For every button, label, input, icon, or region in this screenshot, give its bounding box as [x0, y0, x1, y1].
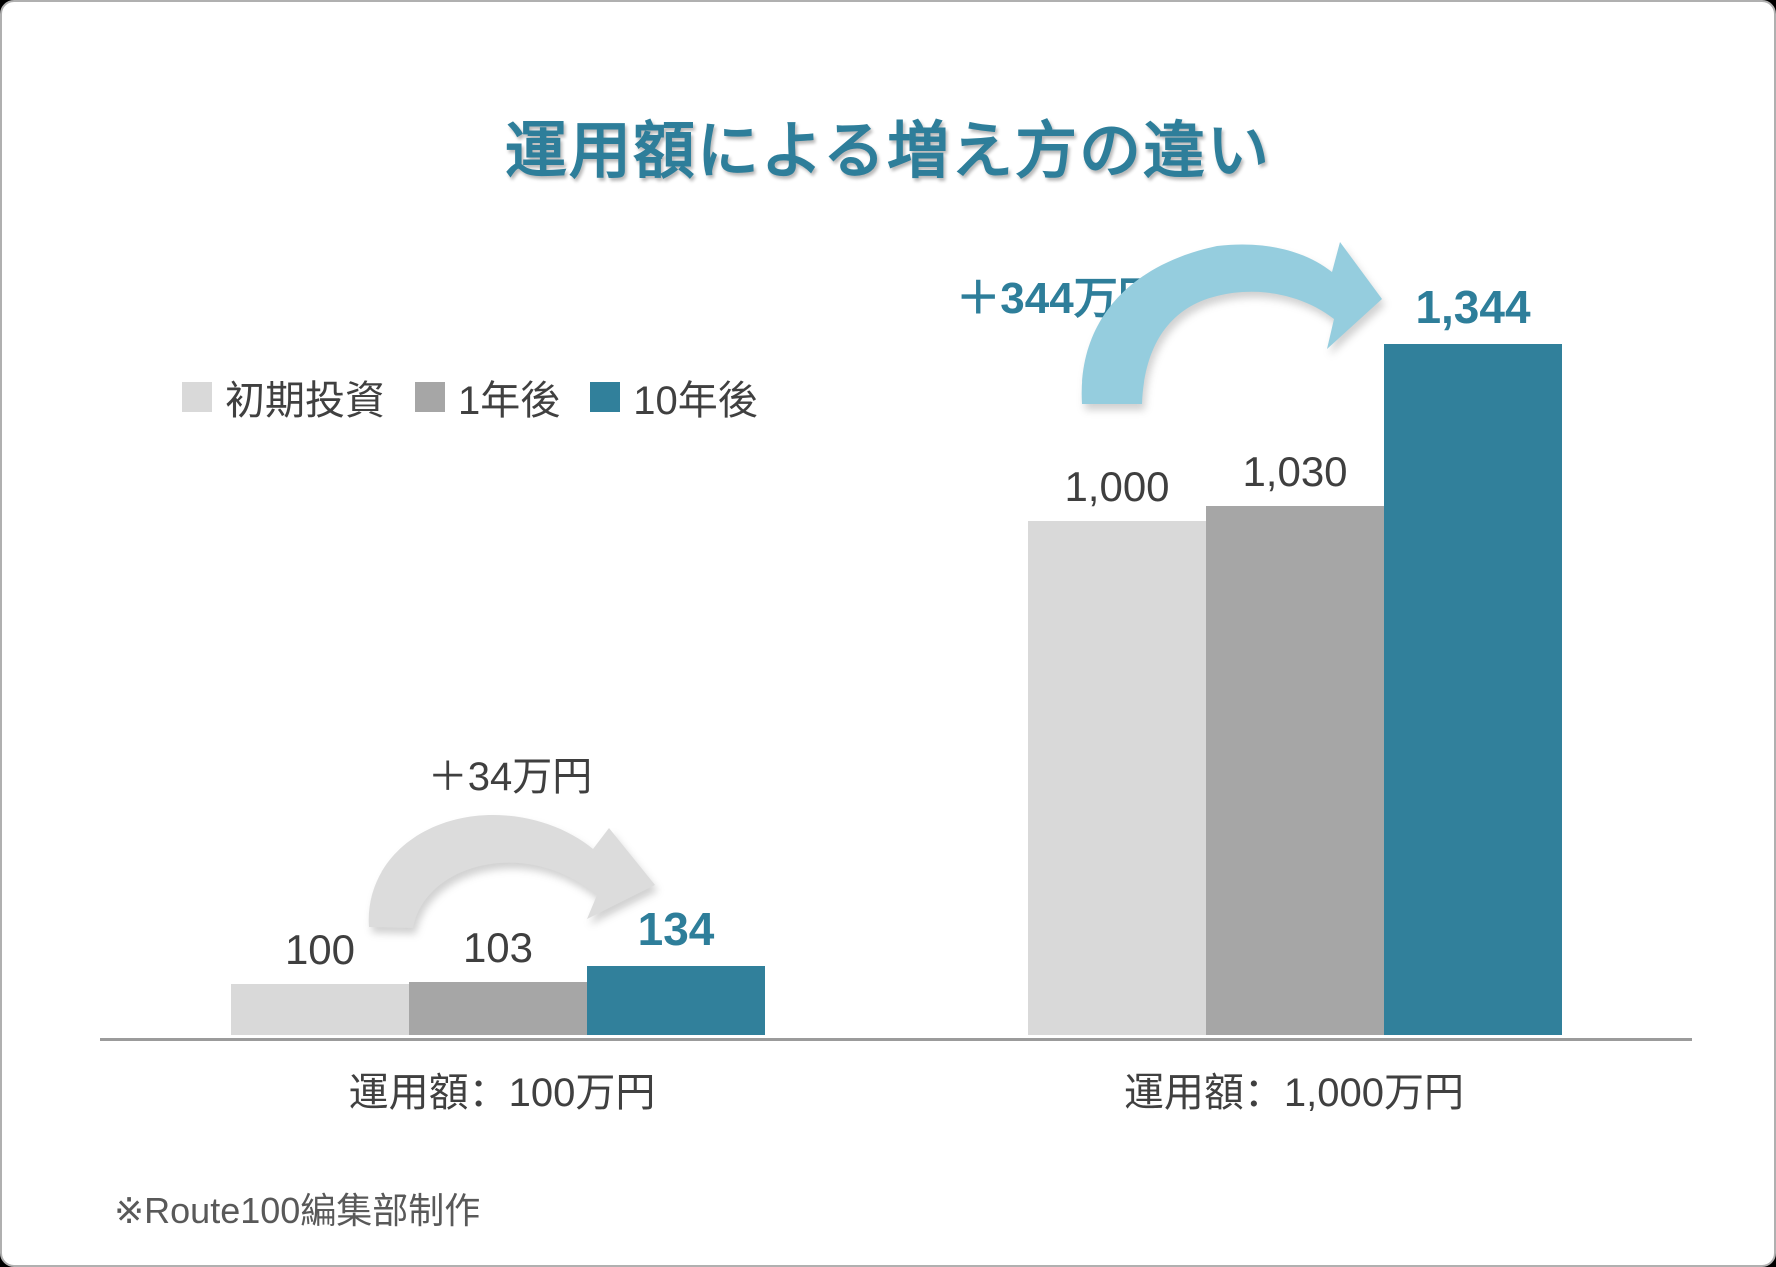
- value-label-100: 100: [284, 926, 356, 973]
- category-label-left: 運用額：100万円: [348, 1071, 656, 1115]
- legend-item-10year: 10年後: [590, 368, 758, 426]
- bar-初期投資-運用額：100万円: [231, 984, 409, 1035]
- credit-note: ※Route100編集部制作: [114, 1190, 481, 1231]
- legend-label-10year: 10年後: [633, 379, 758, 423]
- curved-arrow-icon-gray: [368, 815, 655, 928]
- bar-初期投資-運用額：1,000万円: [1028, 521, 1206, 1035]
- bar-10年後-運用額：1,000万円: [1384, 344, 1562, 1035]
- curved-arrow-icon-blue: [1081, 242, 1382, 404]
- value-label-1,344: 1,344: [1415, 281, 1531, 333]
- value-label-103: 103: [462, 924, 534, 971]
- value-label-1,000: 1,000: [1064, 463, 1170, 510]
- curved-arrow-blue-shape: [1081, 242, 1382, 404]
- category-label-right: 運用額：1,000万円: [1123, 1071, 1465, 1115]
- legend-label-initial: 初期投資: [225, 379, 385, 423]
- curved-arrow-gray-shape: [368, 815, 655, 928]
- legend-swatch-initial: [182, 382, 212, 412]
- annotation-gain-left: ＋34万円: [427, 755, 593, 799]
- x-axis-line: [100, 1038, 1692, 1041]
- bar-1年後-運用額：1,000万円: [1206, 506, 1384, 1035]
- bar-1年後-運用額：100万円: [409, 982, 587, 1035]
- chart-legend: 初期投資 1年後 10年後: [182, 368, 758, 426]
- legend-item-1year: 1年後: [415, 368, 560, 426]
- legend-label-1year: 1年後: [458, 379, 561, 423]
- legend-item-initial: 初期投資: [182, 368, 385, 426]
- bar-10年後-運用額：100万円: [587, 966, 765, 1035]
- legend-swatch-10year: [590, 382, 621, 412]
- value-label-134: 134: [637, 903, 715, 955]
- page-title: 運用額による増え方の違い: [504, 116, 1272, 186]
- legend-swatch-1year: [415, 382, 445, 412]
- value-label-1,030: 1,030: [1242, 448, 1348, 495]
